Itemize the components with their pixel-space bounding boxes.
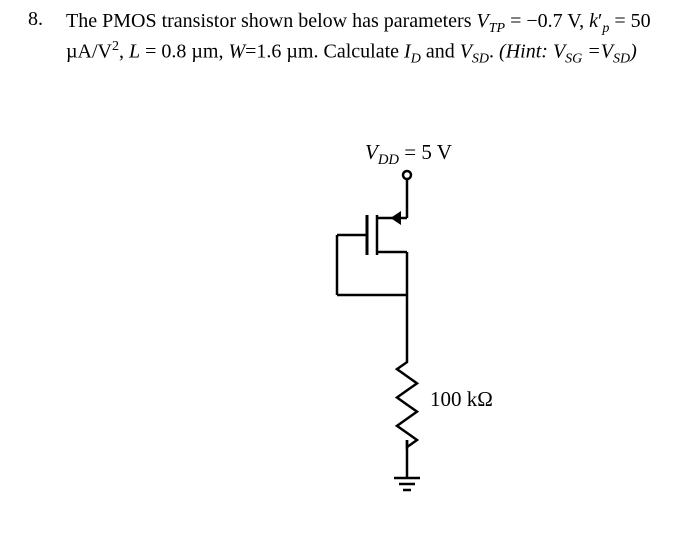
question-block: 8. The PMOS transistor shown below has p… <box>28 8 680 69</box>
text-segment: =1.6 µm. Calculate <box>245 41 404 63</box>
var-vsd2: V <box>601 41 613 63</box>
var-vtp: V <box>477 10 489 32</box>
var-vsg: V <box>553 41 565 63</box>
text-segment: µA/V <box>66 41 112 63</box>
var-id: I <box>404 41 411 63</box>
sub-id: D <box>411 52 421 67</box>
sub-vsd2: SD <box>613 52 630 67</box>
circuit-svg <box>0 140 700 540</box>
var-w: W <box>228 41 245 63</box>
text-segment: The PMOS transistor shown below has para… <box>66 10 477 32</box>
sub-vsd: SD <box>472 52 489 67</box>
var-l: L <box>129 41 140 63</box>
question-number: 8. <box>28 8 62 31</box>
text-segment: , <box>119 41 129 63</box>
text-segment: . <box>489 41 499 63</box>
hint-close: ) <box>630 41 637 63</box>
circuit-diagram: VDD = 5 V 100 kΩ <box>0 140 700 540</box>
sub-vsg: SG <box>565 52 582 67</box>
text-segment: = 0.8 µm, <box>140 41 228 63</box>
equals: = <box>582 41 601 63</box>
hint-open: (Hint: <box>499 41 553 63</box>
var-vsd: V <box>460 41 472 63</box>
question-text: The PMOS transistor shown below has para… <box>66 8 678 69</box>
text-segment: = 50 <box>609 10 650 32</box>
text-segment: and <box>421 41 460 63</box>
sub-vtp: TP <box>489 21 505 36</box>
var-kp: k <box>589 10 598 32</box>
text-segment: = −0.7 V, <box>505 10 589 32</box>
sup-2: 2 <box>112 39 119 54</box>
